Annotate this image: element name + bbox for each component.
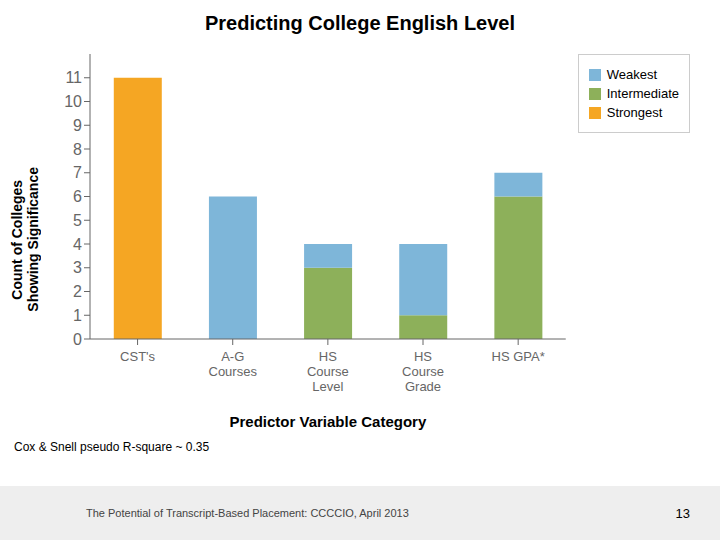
- html-text:Strongest: Strongest: [606, 105, 663, 120]
- svg-text:7: 7: [73, 164, 82, 181]
- svg-text:6: 6: [73, 188, 82, 205]
- svg-text:HSCourseLevel: HSCourseLevel: [307, 349, 349, 394]
- html-text:The Potential of Transcript-Ba: The Potential of Transcript-Based Placem…: [86, 507, 409, 519]
- svg-text:4: 4: [73, 236, 82, 253]
- html-text:Intermediate: Intermediate: [606, 86, 679, 101]
- svg-text:HSCourseGrade: HSCourseGrade: [402, 349, 444, 394]
- html-text:Cox & Snell pseudo R-square ~: Cox & Snell pseudo R-square ~ 0.35: [14, 440, 210, 454]
- svg-text:HS GPA*: HS GPA*: [492, 349, 545, 364]
- svg-text:10: 10: [64, 93, 82, 110]
- svg-text:5: 5: [73, 212, 82, 229]
- html-text:13: 13: [675, 505, 690, 521]
- svg-text:2: 2: [73, 283, 82, 300]
- html-text:Count of Colleges Showing Sign: Count of Colleges Showing Significance: [9, 166, 41, 312]
- html-text:Weakest: Weakest: [606, 67, 658, 82]
- html-text:Predicting College English Lev: Predicting College English Level: [205, 12, 515, 34]
- svg-text:11: 11: [65, 69, 82, 86]
- svg-text:0: 0: [73, 331, 82, 348]
- svg-text:1: 1: [73, 307, 82, 324]
- svg-text:CST's: CST's: [120, 349, 155, 364]
- svg-text:9: 9: [73, 117, 82, 134]
- svg-text:8: 8: [73, 141, 82, 158]
- svg-text:3: 3: [73, 259, 82, 276]
- svg-text:Predictor Variable Category: Predictor Variable Category: [229, 413, 426, 430]
- svg-text:A-GCourses: A-GCourses: [209, 349, 258, 379]
